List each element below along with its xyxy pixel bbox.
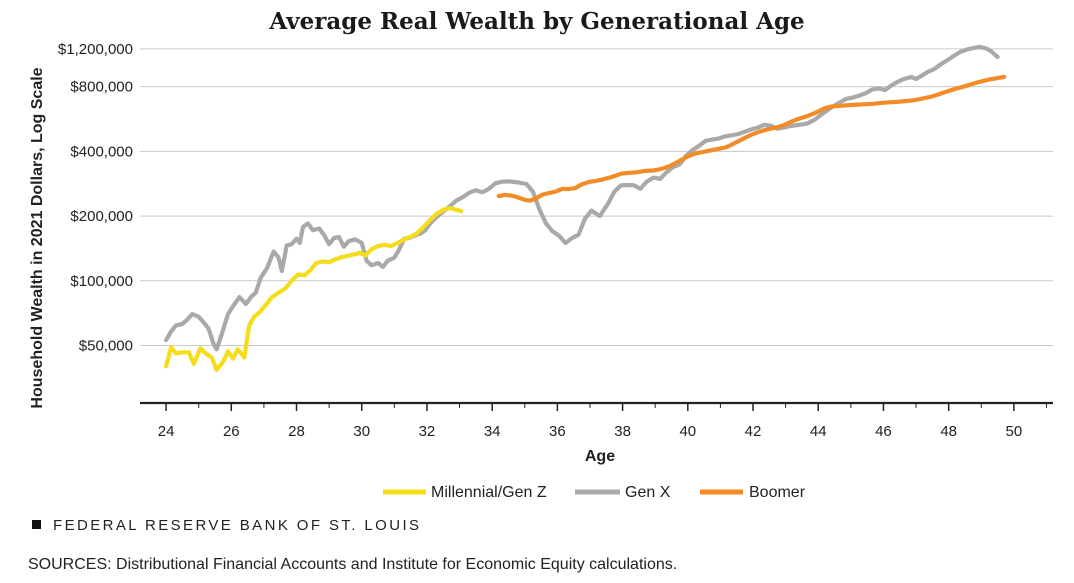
source-note: SOURCES: Distributional Financial Accoun… [28, 556, 678, 573]
y-tick-label: $50,000 [79, 337, 133, 354]
series-line-millennial-gen-z [164, 205, 464, 372]
x-axis-title: Age [585, 448, 615, 465]
chart-title: Average Real Wealth by Generational Age [269, 8, 805, 35]
x-tick-label: 48 [940, 423, 957, 440]
y-tick-label: $1,200,000 [58, 41, 133, 58]
x-tick-label: 50 [1006, 423, 1023, 440]
y-tick-label: $400,000 [70, 143, 133, 160]
y-tick-label: $100,000 [70, 273, 133, 290]
x-tick-label: 44 [810, 423, 827, 440]
legend-label: Gen X [625, 484, 671, 501]
x-tick-label: 40 [679, 423, 696, 440]
series-line-boomer [496, 74, 1007, 203]
x-axis-ticks: 24 26 28 30 32 34 36 38 40 42 44 46 48 50 [158, 403, 1047, 440]
x-tick-label: 28 [288, 423, 305, 440]
x-tick-label: 26 [223, 423, 240, 440]
series-lines [164, 44, 1007, 372]
y-tick-label: $800,000 [70, 79, 133, 96]
x-tick-label: 32 [419, 423, 436, 440]
legend-label: Boomer [749, 484, 806, 501]
legend: Millennial/Gen Z Gen X Boomer [383, 484, 806, 501]
x-tick-label: 24 [158, 423, 175, 440]
footer-org: FEDERAL RESERVE BANK OF ST. LOUIS [32, 517, 421, 534]
x-tick-label: 34 [484, 423, 501, 440]
gridlines [140, 48, 1053, 346]
x-tick-label: 46 [875, 423, 892, 440]
y-axis-ticks: $50,000 $100,000 $200,000 $400,000 $800,000 $… [58, 41, 133, 355]
y-axis-title: Household Wealth in 2021 Dollars, Log Sc… [29, 67, 46, 408]
legend-label: Millennial/Gen Z [431, 484, 547, 501]
y-tick-label: $200,000 [70, 208, 133, 225]
series-line-gen-x [164, 44, 1000, 352]
x-tick-label: 38 [614, 423, 631, 440]
footer-org-text: FEDERAL RESERVE BANK OF ST. LOUIS [53, 517, 422, 534]
footer-square-icon [32, 520, 41, 529]
x-tick-label: 42 [745, 423, 762, 440]
x-tick-label: 30 [353, 423, 370, 440]
x-tick-label: 36 [549, 423, 566, 440]
